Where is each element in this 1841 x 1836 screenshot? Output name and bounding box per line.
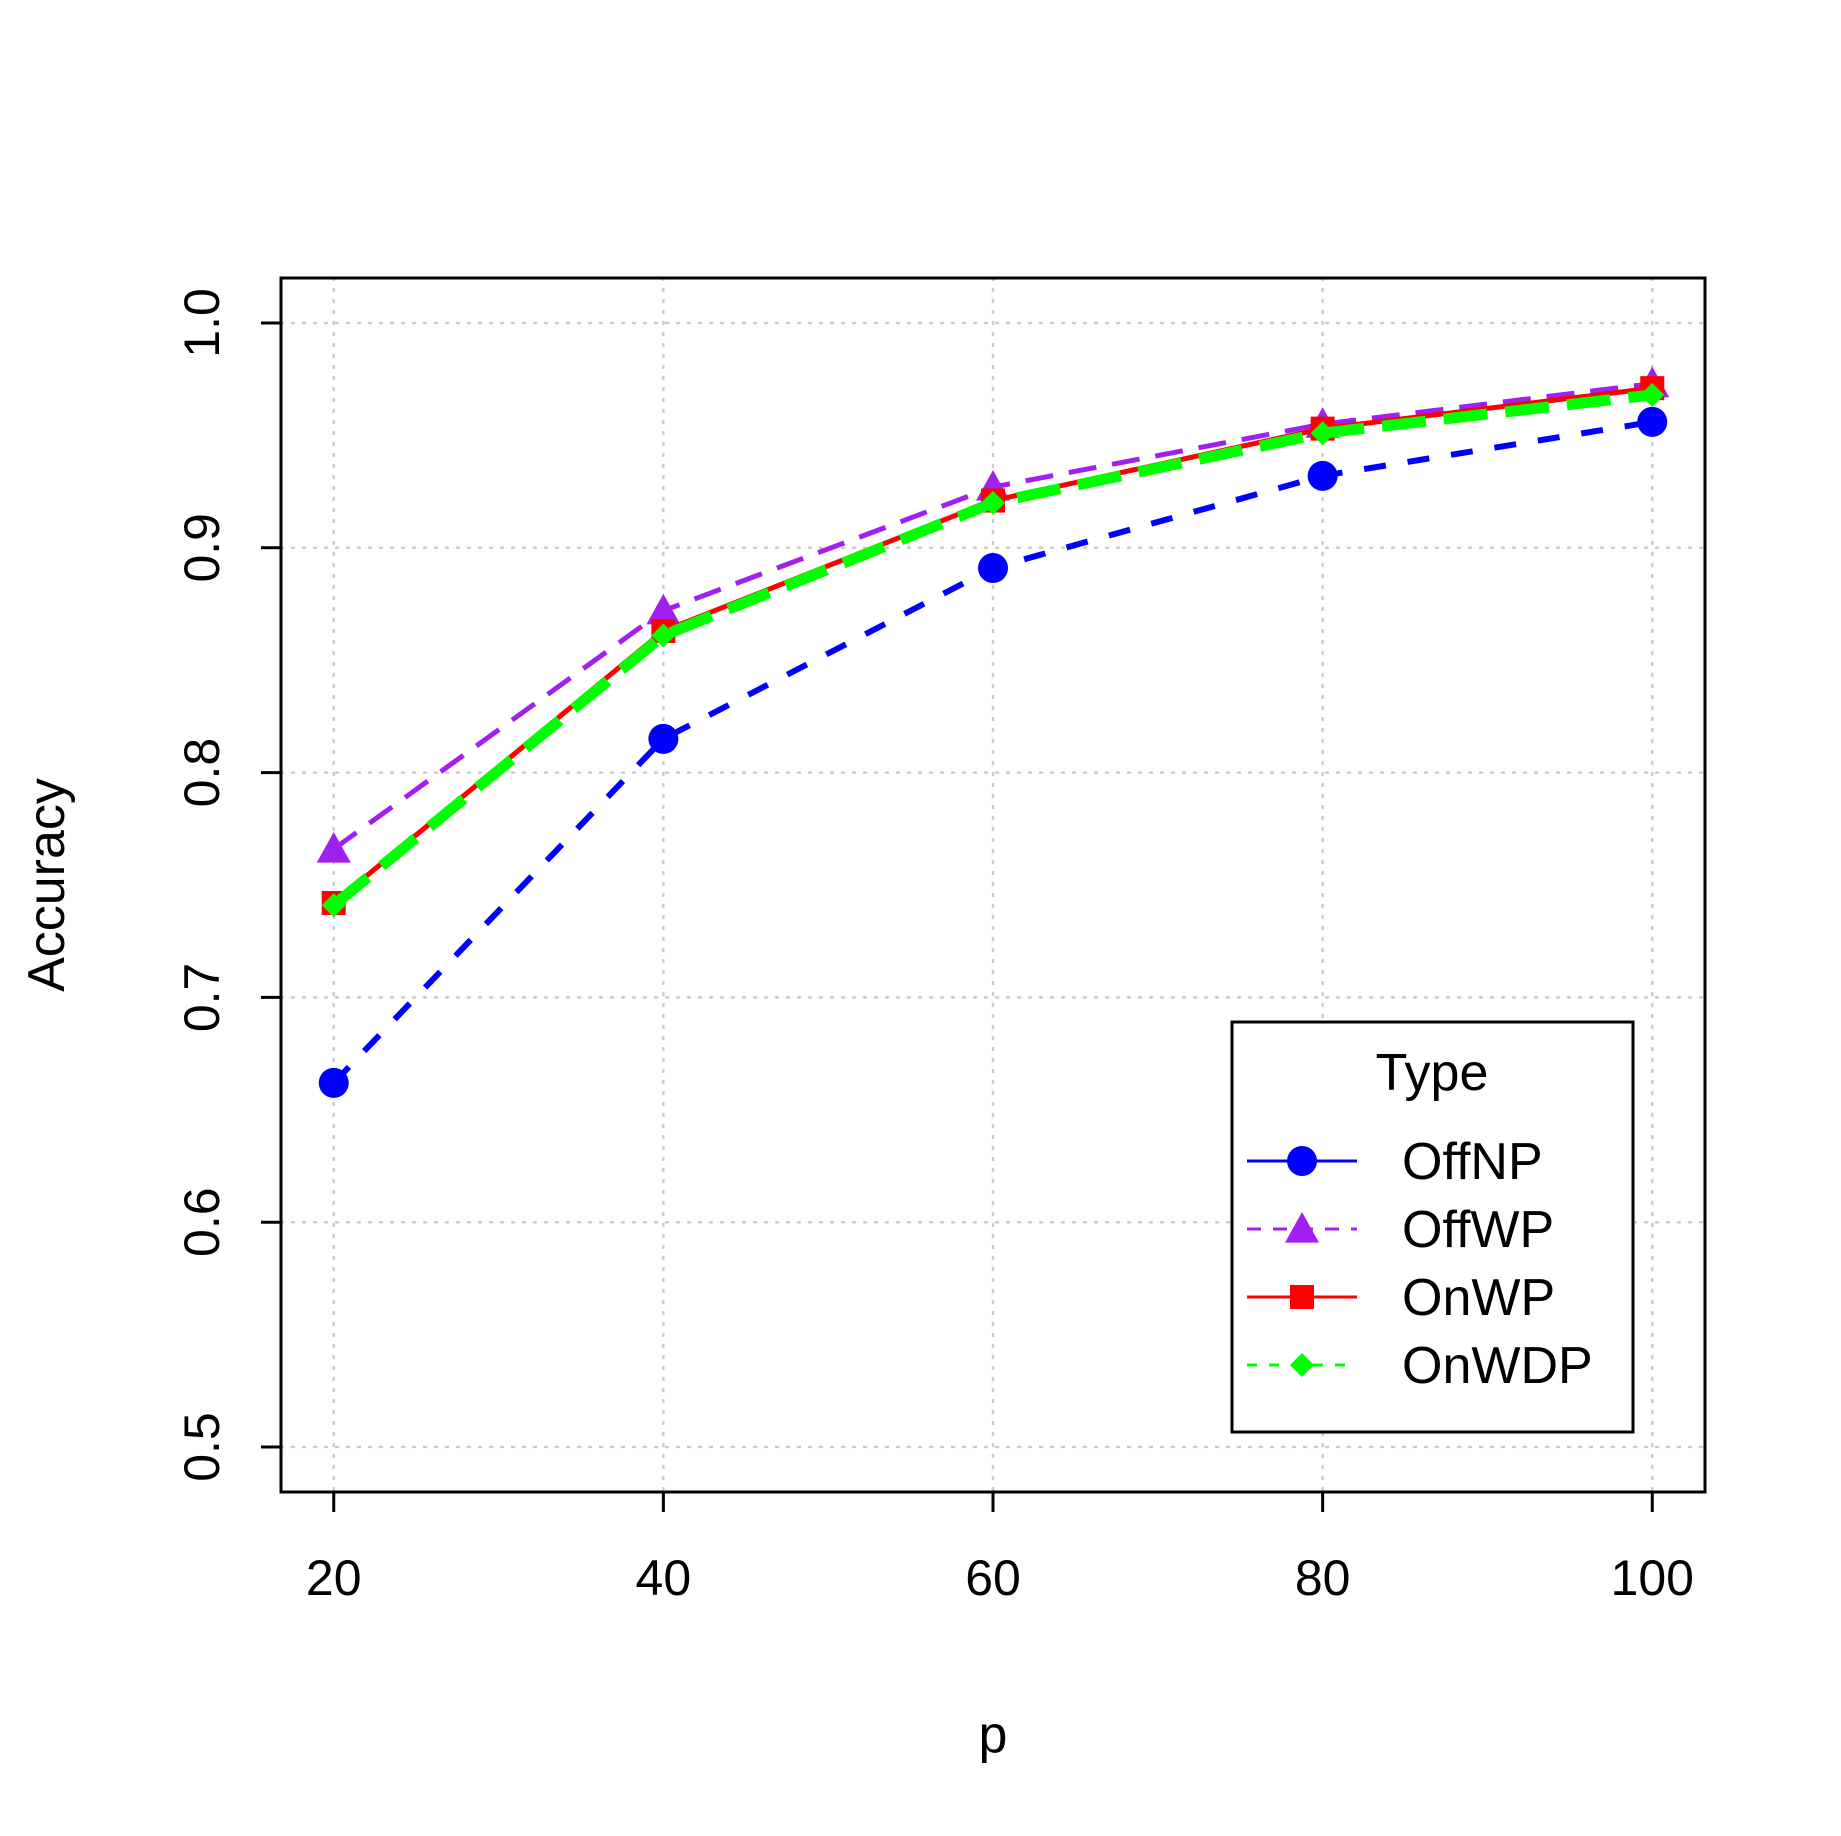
series	[316, 366, 1670, 1098]
data-point	[651, 623, 676, 648]
legend-item-offwp: OffWP	[1247, 1201, 1554, 1259]
y-tick-label: 0.9	[174, 513, 230, 583]
y-axis: 0.5 0.6 0.7 0.8 0.9 1.0	[174, 288, 281, 1482]
data-point	[321, 893, 346, 918]
y-tick-label: 1.0	[174, 288, 230, 358]
legend-marker	[1285, 1212, 1319, 1243]
legend-item-onwdp: OnWDP	[1247, 1337, 1593, 1395]
legend-label: OffNP	[1402, 1133, 1543, 1191]
data-point	[1310, 421, 1335, 446]
legend-label: OnWDP	[1402, 1337, 1593, 1395]
legend-label: OnWP	[1402, 1269, 1555, 1327]
x-tick-label: 20	[306, 1550, 362, 1606]
x-tick-label: 60	[965, 1550, 1021, 1606]
legend: Type OffNP OffWP OnWP OnWDP	[1230, 1020, 1635, 1434]
data-point	[1307, 460, 1338, 491]
legend-label: OffWP	[1402, 1201, 1554, 1259]
legend-marker	[1287, 1146, 1317, 1176]
data-point	[648, 723, 679, 754]
series-offwp	[316, 366, 1670, 863]
data-point	[316, 832, 351, 863]
data-point	[978, 553, 1008, 584]
y-axis-title: Accuracy	[18, 778, 76, 992]
series-offnp	[318, 406, 1668, 1098]
legend-item-offnp: OffNP	[1247, 1133, 1543, 1191]
data-point	[646, 593, 681, 625]
y-tick-label: 0.6	[174, 1187, 230, 1257]
y-tick-label: 0.5	[174, 1412, 230, 1482]
x-tick-label: 40	[636, 1550, 692, 1606]
x-axis-title: p	[979, 1706, 1008, 1764]
x-tick-label: 100	[1611, 1550, 1694, 1606]
x-tick-label: 80	[1295, 1550, 1351, 1606]
y-tick-label: 0.7	[174, 963, 230, 1033]
y-tick-label: 0.8	[174, 738, 230, 808]
series-onwdp	[321, 382, 1665, 918]
data-point	[1637, 406, 1668, 437]
legend-marker	[1290, 1285, 1314, 1309]
legend-marker	[1290, 1353, 1314, 1377]
data-point	[318, 1067, 349, 1098]
data-point	[1640, 382, 1665, 407]
data-point	[981, 490, 1005, 515]
legend-item-onwp: OnWP	[1247, 1269, 1555, 1327]
x-axis: 20 40 60 80 100	[306, 1492, 1694, 1606]
legend-title: Type	[1376, 1044, 1489, 1102]
